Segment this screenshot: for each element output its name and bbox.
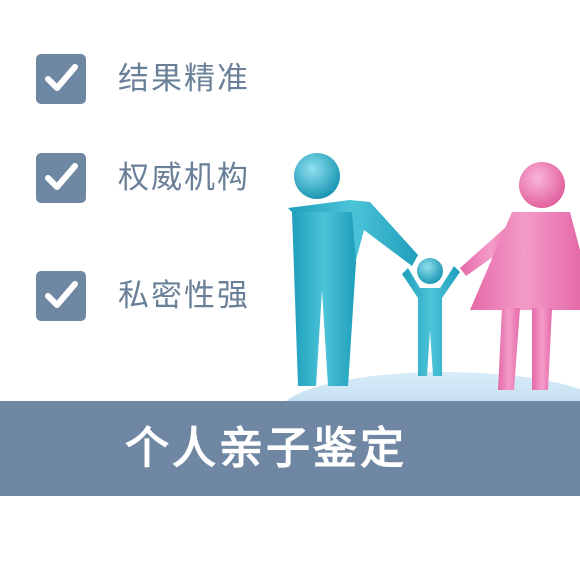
child-figure [402, 258, 460, 376]
feature-item-private: 私密性强 [36, 271, 250, 321]
banner-title: 个人亲子鉴定 [125, 422, 407, 474]
feature-label: 权威机构 [118, 159, 250, 196]
father-figure [288, 153, 418, 386]
title-banner: 个人亲子鉴定 [0, 401, 580, 496]
feature-item-authoritative: 权威机构 [36, 153, 250, 203]
checkmark-icon [36, 54, 86, 104]
feature-label: 私密性强 [118, 277, 250, 314]
mother-figure [460, 162, 580, 390]
feature-item-accurate: 结果精准 [36, 54, 250, 104]
checkmark-icon [36, 271, 86, 321]
family-illustration [280, 153, 580, 410]
feature-label: 结果精准 [118, 60, 250, 97]
checkmark-icon [36, 153, 86, 203]
